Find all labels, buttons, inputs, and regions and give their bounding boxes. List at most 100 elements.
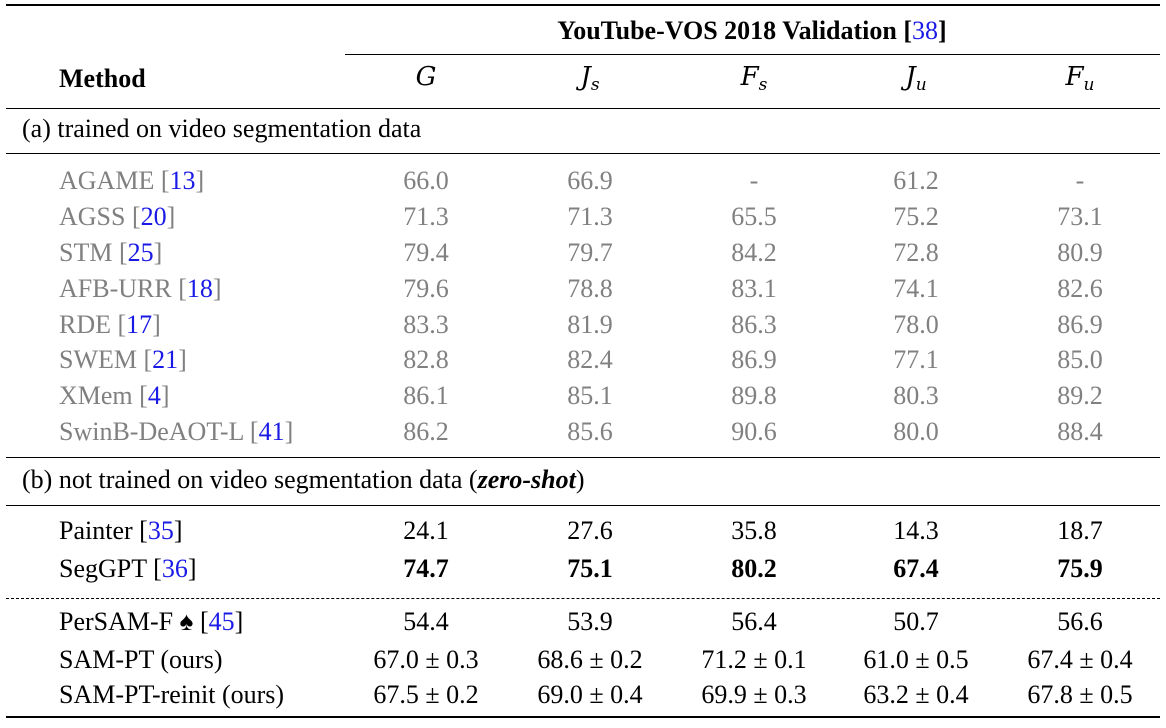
- table-cell: 71.3: [403, 202, 449, 231]
- method-name: SAM-PT (ours): [59, 645, 223, 674]
- method-name: SWEM [21]: [59, 345, 187, 374]
- table-cell: 67.4: [893, 554, 939, 583]
- table-cell: 66.9: [567, 166, 613, 195]
- table-cell: 83.3: [403, 310, 449, 339]
- table-cell: 71.3: [567, 202, 613, 231]
- table-cell: 74.7: [403, 554, 449, 583]
- table-cell: 18.7: [1057, 516, 1103, 545]
- column-header-2: Fs: [740, 62, 768, 95]
- table-cell: 54.4: [403, 607, 449, 636]
- method-name: AFB-URR [18]: [59, 274, 222, 303]
- citation-link[interactable]: 41: [258, 417, 285, 446]
- method-name: PerSAM-F ♠ [45]: [59, 607, 244, 636]
- method-name: AGSS [20]: [59, 202, 176, 231]
- table-cell: 80.0: [893, 417, 939, 446]
- table-cell: 79.6: [403, 274, 449, 303]
- method-name: AGAME [13]: [59, 166, 205, 195]
- table-cell: 69.9 ± 0.3: [701, 680, 807, 709]
- table-cell: 77.1: [893, 345, 939, 374]
- method-name: RDE [17]: [59, 310, 161, 339]
- table-cell: 75.1: [567, 554, 613, 583]
- table-cell: 73.1: [1057, 202, 1103, 231]
- table-cell: 67.0 ± 0.3: [373, 645, 479, 674]
- table-cell: 53.9: [567, 607, 613, 636]
- column-header-1: Js: [580, 62, 600, 95]
- bottom-rule: [6, 716, 1160, 718]
- dataset-ref[interactable]: 38: [912, 16, 939, 45]
- table-cell: 65.5: [731, 202, 777, 231]
- method-name: SwinB-DeAOT-L [41]: [59, 417, 294, 446]
- table-cell: 79.4: [403, 238, 449, 267]
- method-name: SAM-PT-reinit (ours): [59, 680, 285, 709]
- table-cell: 86.9: [731, 345, 777, 374]
- table-cell: 85.1: [567, 381, 613, 410]
- table-cell: 80.2: [731, 554, 777, 583]
- citation-link[interactable]: 36: [161, 554, 188, 583]
- citation-link[interactable]: 45: [208, 607, 235, 636]
- top-rule: [6, 4, 1160, 6]
- dashed-separator: [6, 598, 1160, 599]
- table-cell: -: [1075, 166, 1085, 195]
- table-cell: 89.8: [731, 381, 777, 410]
- section-a-rule: [6, 153, 1160, 155]
- table-cell: 75.2: [893, 202, 939, 231]
- table-cell: 80.3: [893, 381, 939, 410]
- table-cell: 74.1: [893, 274, 939, 303]
- table-cell: 63.2 ± 0.4: [863, 680, 969, 709]
- section-b-top-rule: [6, 457, 1160, 459]
- table-cell: 24.1: [403, 516, 449, 545]
- table-cell: 56.6: [1057, 607, 1103, 636]
- table-cell: 82.6: [1057, 274, 1103, 303]
- dataset-title: YouTube-VOS 2018 Validation [38]: [557, 16, 947, 45]
- citation-link[interactable]: 13: [169, 166, 196, 195]
- table-cell: 86.3: [731, 310, 777, 339]
- table-cell: 84.2: [731, 238, 777, 267]
- table-cell: 82.8: [403, 345, 449, 374]
- table-cell: 75.9: [1057, 554, 1103, 583]
- table-cell: 85.6: [567, 417, 613, 446]
- table-cell: 72.8: [893, 238, 939, 267]
- table-cell: 78.0: [893, 310, 939, 339]
- table-cell: 81.9: [567, 310, 613, 339]
- table-cell: 88.4: [1057, 417, 1103, 446]
- citation-link[interactable]: 17: [126, 310, 153, 339]
- citation-link[interactable]: 25: [127, 238, 154, 267]
- header-bottom-rule: [6, 108, 1160, 110]
- table-cell: 61.0 ± 0.5: [863, 645, 969, 674]
- citation-link[interactable]: 20: [140, 202, 167, 231]
- method-name: SegGPT [36]: [59, 554, 197, 583]
- table-cell: 69.0 ± 0.4: [537, 680, 643, 709]
- citation-link[interactable]: 4: [147, 381, 161, 410]
- table-cell: 27.6: [567, 516, 613, 545]
- table-cell: 61.2: [893, 166, 939, 195]
- table-cell: 67.8 ± 0.5: [1027, 680, 1133, 709]
- zero-shot-emphasis: zero-shot: [477, 465, 576, 494]
- method-name: STM [25]: [59, 238, 163, 267]
- table-cell: 68.6 ± 0.2: [537, 645, 643, 674]
- column-header-4: Fu: [1065, 62, 1095, 95]
- table-cell: 86.2: [403, 417, 449, 446]
- table-cell: 71.2 ± 0.1: [701, 645, 807, 674]
- column-header-0: G: [415, 62, 437, 92]
- method-header: Method: [59, 64, 146, 93]
- table-cell: 85.0: [1057, 345, 1103, 374]
- header-cmidrule: [345, 54, 1160, 56]
- table-cell: 90.6: [731, 417, 777, 446]
- table-cell: 35.8: [731, 516, 777, 545]
- table-cell: 79.7: [567, 238, 613, 267]
- table-cell: 86.1: [403, 381, 449, 410]
- citation-link[interactable]: 35: [147, 516, 174, 545]
- table-cell: 82.4: [567, 345, 613, 374]
- citation-link[interactable]: 18: [186, 274, 213, 303]
- table-cell: 83.1: [731, 274, 777, 303]
- table-cell: 89.2: [1057, 381, 1103, 410]
- table-cell: 50.7: [893, 607, 939, 636]
- section-b-label: (b) not trained on video segmentation da…: [22, 465, 585, 494]
- citation-link[interactable]: 21: [152, 345, 179, 374]
- section-a-label: (a) trained on video segmentation data: [22, 114, 422, 143]
- method-name: Painter [35]: [59, 516, 183, 545]
- table-cell: 78.8: [567, 274, 613, 303]
- table-cell: 86.9: [1057, 310, 1103, 339]
- table-cell: 67.5 ± 0.2: [373, 680, 479, 709]
- column-header-3: Ju: [905, 62, 927, 95]
